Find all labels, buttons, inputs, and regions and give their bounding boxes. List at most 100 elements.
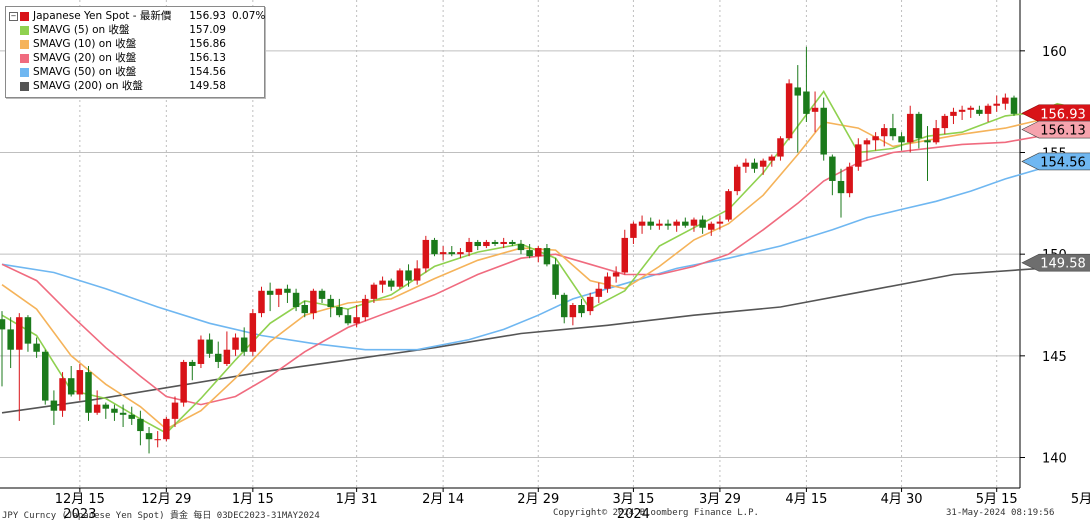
candle-body	[491, 241, 499, 244]
candle	[958, 105, 966, 120]
candle	[370, 282, 378, 303]
candle	[820, 97, 827, 161]
x-tick-label: 2月 14	[422, 492, 464, 507]
candle-body	[586, 296, 594, 312]
x-year-label: 2024	[617, 507, 650, 522]
candle-body	[145, 433, 153, 440]
candle-body	[898, 136, 905, 143]
candle	[310, 288, 317, 320]
candle-body	[448, 252, 456, 255]
candle-body	[932, 128, 940, 143]
candle-body	[379, 280, 386, 285]
candle	[725, 189, 732, 222]
candle-body	[777, 138, 784, 157]
candle-body	[119, 412, 127, 415]
candle-body	[976, 109, 983, 114]
legend-swatch	[20, 54, 29, 63]
candle-body	[93, 404, 101, 413]
candle	[457, 248, 464, 259]
footer-copyright: Copyright© 2024 Bloomberg Finance L.P.	[553, 508, 759, 518]
legend-item-sma10[interactable]: SMAVG (10) on 收盤 156.86	[6, 38, 264, 51]
candle-body	[102, 404, 110, 409]
candle	[491, 239, 499, 247]
candle	[829, 154, 836, 196]
y-tick-label: 140	[1042, 452, 1067, 467]
legend-item-sma5[interactable]: SMAVG (5) on 收盤 157.09	[6, 24, 264, 37]
candle	[932, 119, 940, 145]
candle-body	[275, 288, 283, 295]
candle	[33, 337, 40, 358]
candle	[785, 79, 793, 141]
candle	[171, 396, 179, 427]
candle	[543, 244, 551, 267]
candle	[915, 111, 923, 149]
candle	[976, 105, 983, 116]
candle-body	[560, 294, 568, 318]
candle-body	[984, 105, 992, 114]
candle-body	[59, 378, 66, 411]
candle	[526, 244, 533, 259]
candle	[742, 158, 750, 173]
price-badge-shape	[1021, 253, 1090, 272]
legend-swatch	[20, 26, 29, 35]
candle	[716, 215, 724, 230]
candle	[76, 363, 84, 401]
candle	[223, 331, 231, 366]
candle-body	[42, 351, 49, 401]
legend-label: SMAVG (10) on 收盤	[33, 38, 137, 50]
legend-item-spot[interactable]: − Japanese Yen Spot - 最新價 156.93 0.07%	[6, 10, 265, 23]
candle-body	[863, 140, 871, 145]
candle	[690, 217, 698, 232]
candle	[379, 276, 386, 293]
candle	[500, 237, 507, 249]
candle-body	[889, 128, 897, 137]
candle	[656, 219, 663, 230]
legend-toggle-icon[interactable]: −	[9, 12, 18, 21]
candle	[119, 404, 127, 427]
candle-body	[336, 307, 343, 316]
price-badge-label: 156.13	[1040, 124, 1086, 139]
candle-body	[699, 219, 706, 228]
candle-body	[465, 241, 473, 253]
candle	[327, 294, 334, 318]
y-tick-label: 160	[1042, 45, 1067, 60]
x-tick-label: 3月 15	[612, 492, 654, 507]
candle-body	[24, 317, 32, 344]
candle	[344, 309, 352, 326]
candle-body	[1002, 97, 1009, 104]
candle-body	[266, 290, 274, 295]
candle	[552, 258, 559, 299]
candle-body	[967, 107, 974, 110]
legend-item-sma20[interactable]: SMAVG (20) on 收盤 156.13	[6, 52, 264, 65]
candle-body	[197, 339, 205, 364]
price-badge: 156.13	[1021, 120, 1090, 139]
legend-label: SMAVG (5) on 收盤	[33, 24, 130, 36]
candle-body	[171, 402, 179, 419]
candle	[846, 162, 853, 198]
candle	[509, 239, 516, 247]
price-badge-shape	[1021, 104, 1090, 123]
candle-body	[7, 329, 14, 350]
legend-label: SMAVG (200) on 收盤	[33, 80, 143, 92]
price-badge-label: 149.58	[1040, 257, 1086, 272]
candle	[612, 266, 620, 283]
candle-body	[785, 83, 793, 139]
legend-value: 156.13	[189, 52, 226, 64]
candle	[733, 164, 741, 196]
candle	[863, 138, 871, 161]
candle	[984, 103, 992, 122]
candle	[474, 239, 481, 251]
legend-value: 154.56	[189, 66, 226, 78]
candle	[638, 215, 646, 234]
legend-value: 156.93	[189, 10, 226, 22]
candle-body	[569, 305, 577, 318]
legend-item-sma200[interactable]: SMAVG (200) on 收盤 149.58	[6, 80, 264, 93]
candle	[7, 317, 14, 369]
candle	[560, 292, 568, 324]
x-tick-label: 3月 29	[699, 492, 741, 507]
ma-line-0	[1, 90, 1084, 435]
legend-item-sma50[interactable]: SMAVG (50) on 收盤 154.56	[6, 66, 264, 79]
x-tick-label: 12月 15	[55, 492, 105, 507]
x-tick-label: 1月 15	[232, 492, 274, 507]
candle	[206, 333, 213, 358]
